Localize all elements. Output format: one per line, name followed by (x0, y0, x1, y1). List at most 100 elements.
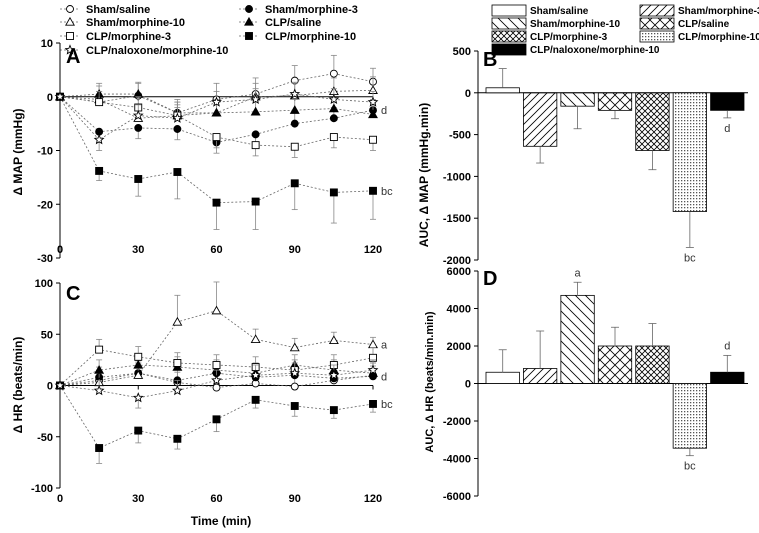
data-point (328, 369, 340, 380)
y-tick-label: 4000 (447, 304, 471, 316)
annotation-label: bc (381, 186, 393, 198)
legend-item-clp-saline: CLP/saline (639, 17, 730, 30)
legend-label: CLP/saline (265, 17, 321, 29)
data-point (290, 382, 299, 391)
legend-marker (245, 32, 253, 40)
legend-swatch (491, 17, 527, 30)
legend-marker (66, 5, 74, 13)
bar-significance-label: d (724, 340, 730, 352)
panel-b-letter: B (483, 49, 497, 71)
legend-item-sham-morphine-10: Sham/morphine-10 (491, 17, 620, 30)
panel-b-ylabel: AUC, Δ MAP (mmHg.min) (417, 103, 431, 247)
data-point (133, 370, 144, 379)
data-point (250, 93, 262, 105)
data-point (329, 69, 338, 78)
bar-sham-saline (485, 87, 520, 94)
data-point (54, 379, 66, 391)
data-point (290, 142, 299, 151)
data-point (367, 364, 379, 375)
legend-marker (244, 16, 254, 26)
legend-label: CLP/saline (678, 19, 730, 30)
legend-label: Sham/morphine-10 (86, 17, 185, 29)
data-point (95, 444, 104, 452)
data-point (251, 130, 260, 139)
data-point (329, 406, 338, 415)
bar-clp-morphine-3 (635, 92, 670, 151)
legend-marker (65, 16, 75, 26)
panel-c-ylabel: Δ HR (beats/min) (11, 337, 25, 434)
data-point (95, 98, 104, 107)
y-tick-label: 10 (41, 38, 53, 50)
panel-d-letter: D (483, 268, 497, 290)
y-tick-label: 2000 (447, 341, 471, 353)
panel-c-plot: 100 50 0 -50 -100 0 30 60 90 120 a d bc (31, 278, 393, 505)
data-point (329, 133, 338, 142)
data-point (171, 112, 183, 123)
x-tick-label: 90 (289, 493, 301, 505)
y-tick-label: -1500 (443, 213, 471, 225)
legend-label: Sham/morphine-3 (678, 6, 759, 17)
y-tick-label: 0 (47, 92, 53, 104)
legend-label: Sham/morphine-3 (265, 4, 358, 16)
data-point (328, 335, 339, 345)
legend-swatch (491, 43, 527, 56)
data-point (289, 88, 301, 99)
legend-label: Sham/saline (86, 4, 150, 16)
data-point (132, 109, 144, 121)
legend-item-sham-saline: Sham/saline (491, 4, 589, 17)
annotation-label: a (381, 340, 388, 352)
legend-swatch (639, 4, 675, 17)
series-line (59, 369, 374, 399)
legend-label: CLP/morphine-10 (265, 31, 356, 43)
panel-d: D 6000 4000 2000 0 -2000 -4000 -6000 a bc d AUC, … (424, 266, 748, 503)
x-tick-label: 30 (132, 493, 144, 505)
data-point (290, 402, 299, 410)
series-clp-morphine-10 (56, 381, 377, 464)
data-point (134, 352, 143, 361)
data-point (211, 374, 222, 385)
x-tick-label: 120 (364, 244, 382, 256)
y-tick-label: -10 (37, 146, 53, 158)
data-point (172, 316, 183, 326)
data-point (251, 197, 260, 206)
y-tick-label: 0 (465, 88, 471, 100)
legend-item-clp-saline: CLP/saline (239, 16, 321, 29)
legend-item-sham-saline: Sham/saline (60, 4, 150, 16)
y-tick-label: 500 (453, 46, 471, 58)
data-point (95, 166, 104, 175)
y-tick-label: -20 (37, 199, 53, 211)
data-point (94, 365, 105, 374)
y-tick-label: 100 (35, 278, 53, 290)
bar-sham-morphine-3 (523, 368, 558, 384)
y-tick-label: 0 (47, 381, 53, 393)
data-point (250, 106, 261, 116)
bar-sham-saline (485, 371, 520, 384)
legend-swatch (491, 30, 527, 43)
bar-sham-morphine-3 (523, 92, 558, 147)
bar-clp-naloxone-morphine-10 (710, 92, 745, 111)
legend-label: CLP/morphine-3 (530, 32, 608, 43)
legend-swatch (639, 30, 675, 43)
series-line (59, 349, 374, 386)
data-point (93, 134, 105, 145)
data-point (212, 133, 221, 142)
y-tick-label: -100 (31, 483, 53, 495)
legend-label: CLP/naloxone/morphine-10 (530, 45, 660, 56)
legend-item-clp-naloxone-morphine-10: CLP/naloxone/morphine-10 (491, 43, 660, 56)
data-point (368, 339, 378, 349)
legend-label: Sham/morphine-10 (530, 19, 620, 30)
y-tick-label: 0 (465, 379, 471, 391)
data-point (212, 361, 221, 369)
data-point (289, 105, 300, 114)
x-tick-label: 120 (364, 493, 382, 505)
data-point (132, 392, 144, 403)
panel-a-plot: 10 0 -10 -20 -30 0 30 60 90 120 d bc (37, 38, 393, 265)
legend-item-clp-morphine-3: CLP/morphine-3 (491, 30, 608, 43)
legend-item-sham-morphine-10: Sham/morphine-10 (60, 16, 185, 29)
bar-significance-label: bc (684, 252, 696, 264)
legend-marker (66, 32, 74, 40)
data-point (173, 359, 182, 367)
x-tick-label: 60 (210, 244, 222, 256)
data-point (54, 91, 66, 102)
data-point (328, 103, 339, 113)
